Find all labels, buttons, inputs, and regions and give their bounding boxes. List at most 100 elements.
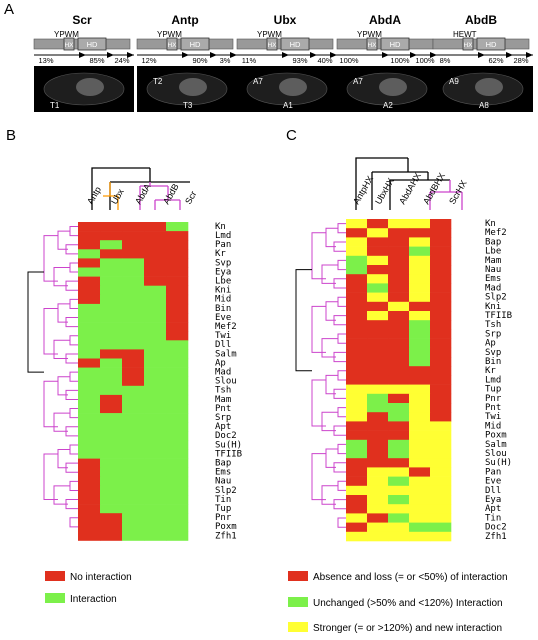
heatmap-cell <box>78 313 101 323</box>
motif-label: YPWM <box>157 30 182 39</box>
row-label: Mid <box>485 421 501 431</box>
heatmap-cell <box>388 357 410 367</box>
heatmap-cell <box>388 292 410 303</box>
heatmap-cell <box>100 303 123 314</box>
heatmap-cell <box>346 531 368 542</box>
heatmap-cell <box>388 246 410 257</box>
row-label: Eve <box>485 477 501 487</box>
heatmap-cell <box>367 476 389 487</box>
protein-name: AbdB <box>465 13 497 27</box>
heatmap-cell <box>388 467 410 477</box>
heatmap-cell <box>409 255 431 266</box>
heatmap-cell <box>166 231 189 241</box>
heatmap-cell <box>166 222 189 232</box>
heatmap-cell <box>122 394 145 405</box>
row-label: Kn <box>215 222 226 232</box>
heatmap-cell <box>388 228 410 238</box>
heatmap-cell <box>346 329 368 339</box>
row-label: Lmd <box>215 231 231 241</box>
heatmap-cell <box>166 331 189 341</box>
heatmap-cell <box>122 313 145 323</box>
heatmap-cell <box>166 376 189 387</box>
row-label: Kni <box>215 286 231 296</box>
heatmap-cell <box>122 331 145 341</box>
heatmap-cell <box>388 347 410 358</box>
heatmap-cell <box>122 303 145 314</box>
row-dendrogram-c <box>295 223 346 528</box>
heatmap-cell <box>78 467 101 478</box>
heatmap-cell <box>409 274 431 284</box>
heatmap-cell <box>388 495 410 505</box>
heatmap-cell <box>100 385 123 396</box>
heatmap-cell <box>346 219 368 229</box>
heatmap-cell <box>346 255 368 266</box>
heatmap-cell <box>78 394 101 405</box>
hx-box <box>166 37 178 51</box>
heatmap-cell <box>346 393 368 404</box>
heatmap-cell <box>144 258 167 268</box>
heatmap-cell <box>122 413 145 423</box>
heatmap-cell <box>144 322 167 332</box>
heatmap-cell <box>78 485 101 496</box>
heatmap-cell <box>388 522 410 533</box>
row-label: Salm <box>485 440 507 450</box>
legend-c: Absence and loss (= or <50%) of interact… <box>288 571 508 634</box>
row-label: Pan <box>485 467 501 477</box>
heatmap-cell <box>144 303 167 314</box>
row-labels-b: KnLmdPanKrSvpEyaLbeKniMidBinEveMef2TwiDl… <box>215 222 242 541</box>
legend-label: Absence and loss (= or <50%) of interact… <box>313 572 508 583</box>
heatmap-cell <box>430 246 452 257</box>
heatmap-cell <box>388 393 410 404</box>
row-label: Pnt <box>485 403 501 413</box>
heatmap-cell <box>388 366 410 376</box>
heatmap-cell <box>78 531 101 541</box>
row-label: Tup <box>485 385 501 395</box>
expression-signal <box>76 78 104 96</box>
heatmap-cell <box>346 292 368 303</box>
column-label: AbdA <box>133 182 153 206</box>
heatmap-cell <box>367 274 389 284</box>
heatmap-cell <box>122 458 145 468</box>
hx-box <box>266 37 278 51</box>
region-arrow <box>182 52 189 58</box>
heatmap-cell <box>78 294 101 305</box>
heatmap-cell <box>409 246 431 257</box>
heatmap-cell <box>367 366 389 376</box>
column-label: AbdAHX <box>397 171 423 206</box>
heatmap-cell <box>388 384 410 395</box>
heatmap-cell <box>100 313 123 323</box>
heatmap-cell <box>78 431 101 441</box>
region-arrow <box>410 52 417 58</box>
heatmap-cell <box>166 467 189 478</box>
heatmap-cell <box>346 311 368 321</box>
heatmap-cell <box>122 431 145 441</box>
heatmap-cell <box>78 222 101 232</box>
heatmap-cell <box>367 495 389 505</box>
heatmap-cell <box>388 485 410 496</box>
row-label: Kni <box>485 302 501 312</box>
heatmap-cell <box>122 231 145 241</box>
heatmap-cell <box>122 385 145 396</box>
heatmap-cell <box>367 265 389 275</box>
heatmap-cell <box>122 349 145 359</box>
heatmap-cell <box>430 430 452 441</box>
heatmap-cell <box>100 522 123 532</box>
heatmap-cell <box>78 358 101 368</box>
motif-label: YPWM <box>54 30 79 39</box>
heatmap-cell <box>430 467 452 477</box>
row-label: Ems <box>485 274 501 284</box>
heatmap-cell <box>78 522 101 532</box>
row-label: Doc2 <box>215 431 237 441</box>
heatmap-cell <box>100 222 123 232</box>
row-label: Doc2 <box>485 523 507 533</box>
heatmap-cell <box>144 294 167 305</box>
heatmap-cell <box>122 222 145 232</box>
heatmap-cell <box>409 320 431 330</box>
heatmap-cell <box>430 476 452 487</box>
heatmap-cell <box>430 228 452 238</box>
heatmap-cell <box>122 522 145 532</box>
heatmap-cell <box>78 376 101 387</box>
heatmap-cell <box>144 440 167 450</box>
heatmap-cell <box>409 329 431 339</box>
